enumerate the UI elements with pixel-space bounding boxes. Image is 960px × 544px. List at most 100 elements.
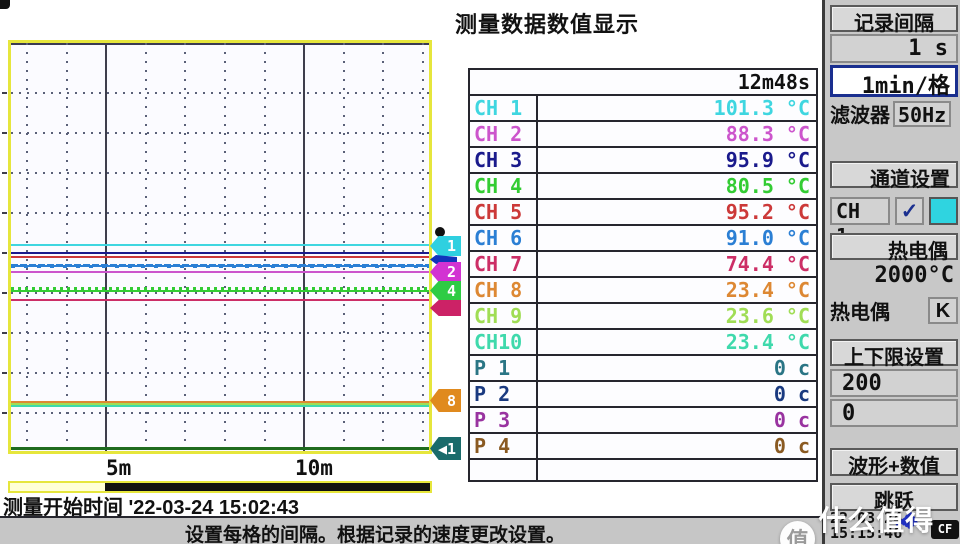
channel-value [536,458,818,482]
channel-color-swatch[interactable] [929,197,958,225]
clock-block: 22-03-24 15:15:46 [830,511,910,541]
table-row: CH 4 80.5 °C [468,172,818,200]
channel-marker[interactable]: 4 [430,281,461,300]
gridline-vertical-solid [105,43,107,451]
table-row: CH 9 23.6 °C [468,302,818,330]
channel-label: CH10 [468,328,538,356]
trace-ch9 [11,403,429,405]
time-scrollbar[interactable] [8,481,432,493]
waveform-chart [8,40,432,454]
elapsed-row: 12m48s [468,68,818,96]
table-row: CH10 23.4 °C [468,328,818,356]
y-axis-tick [2,172,7,174]
channel-select-button[interactable]: CH 1 [830,197,891,248]
channel-value: 0 c [536,406,818,434]
gridline-vertical-dotted [66,43,68,451]
gridline-horizontal-dotted [11,132,429,134]
y-axis-tick [2,412,7,414]
channel-value: 74.4 °C [536,250,818,278]
channel-value: 23.4 °C [536,276,818,304]
channel-value: 91.0 °C [536,224,818,252]
thermocouple-button[interactable]: 热电偶 [830,233,958,263]
gridline-horizontal-dotted [11,212,429,214]
channel-marker[interactable]: 2 [430,262,461,282]
table-row: CH 8 23.4 °C [468,276,818,304]
table-row: CH 5 95.2 °C [468,198,818,226]
channel-marker[interactable]: 8 [430,389,461,412]
elapsed-time: 12m48s [468,68,818,96]
jump-button[interactable]: 跳跃 [830,483,958,513]
gridline-horizontal-dotted [11,292,429,294]
gridline-horizontal-dotted [11,412,429,414]
channel-marker[interactable] [435,227,445,237]
channel-label: CH 4 [468,172,538,200]
channel-value-table: 12m48s CH 1 101.3 °C CH 2 88.3 °C CH 3 95.9 °… [468,68,818,482]
page-title: 测量数据数值显示 [455,12,640,37]
channel-marker[interactable] [430,255,457,264]
table-row: CH 7 74.4 °C [468,250,818,278]
filter-value-button[interactable]: 50Hz [893,100,952,127]
channel-value: 0 c [536,354,818,382]
trace-ch4 [11,287,429,292]
screen-corner-mark [0,0,10,9]
y-axis-tick [2,252,7,254]
upper-limit-field[interactable]: 200 [830,369,958,397]
record-interval-value[interactable]: 1 s [830,34,958,63]
channel-label: P 2 [468,380,538,408]
table-row [468,458,818,482]
y-axis-tick [2,332,7,334]
trace-ch1 [11,244,429,246]
channel-marker-layer: 1 2 4 8 ◀1 [430,0,466,480]
channel-marker[interactable] [430,300,461,316]
channel-label: CH 7 [468,250,538,278]
channel-marker[interactable]: 1 [430,236,461,256]
x-axis-label: 10m [295,456,333,480]
channel-label: CH 1 [468,94,538,122]
trace-ch6 [11,264,429,268]
channel-table-body: 12m48s CH 1 101.3 °C CH 2 88.3 °C CH 3 95.9 °… [468,68,818,482]
channel-label: P 3 [468,406,538,434]
filter-row: 滤波器 50Hz [830,100,958,127]
lower-limit-field[interactable]: 0 [830,399,958,427]
channel-label: CH 9 [468,302,538,330]
channel-value: 0 c [536,380,818,408]
watermark-badge: 值 [780,521,816,544]
gridline-vertical-solid [303,43,305,451]
gridline-vertical-dotted [184,43,186,451]
gridline-vertical-dotted [422,43,424,451]
time-per-div-button[interactable]: 1min/格 [830,65,958,99]
channel-label [468,458,538,482]
cf-card-badge: CF [931,520,959,539]
y-axis-tick [2,292,7,294]
y-axis-tick [2,132,7,134]
thermocouple-type-button[interactable]: K [928,296,958,324]
help-tooltip-bar: 设置每格的间隔。根据记录的速度更改设置。 [0,516,822,544]
channel-value: 95.2 °C [536,198,818,226]
clock-time: 15:15:46 [830,524,903,542]
gridline-vertical-dotted [264,43,266,451]
record-interval-header: 记录间隔 [830,5,958,35]
channel-settings-button[interactable]: 通道设置 [830,161,958,191]
trace-ch3 [11,252,429,254]
y-axis-tick [2,372,7,374]
channel-label: P 1 [468,354,538,382]
gridline-vertical-dotted [145,43,147,451]
channel-marker[interactable]: ◀1 [430,437,461,460]
display-mode-button[interactable]: 波形+数值 [830,448,958,478]
x-axis-label: 5m [106,456,132,480]
channel-label: CH 8 [468,276,538,304]
gridline-vertical-dotted [26,43,28,451]
watermark-text: 什么值得买 [818,505,935,536]
channel-label: CH 5 [468,198,538,226]
channel-value: 80.5 °C [536,172,818,200]
gridline-horizontal-dotted [11,92,429,94]
limits-settings-button[interactable]: 上下限设置 [830,339,958,369]
table-row: CH 6 91.0 °C [468,224,818,252]
measure-start-time: 测量开始时间 '22-03-24 15:02:43 [3,497,299,519]
trace-ch10 [11,405,429,407]
channel-enabled-checkbox[interactable]: ✓ [895,197,925,225]
